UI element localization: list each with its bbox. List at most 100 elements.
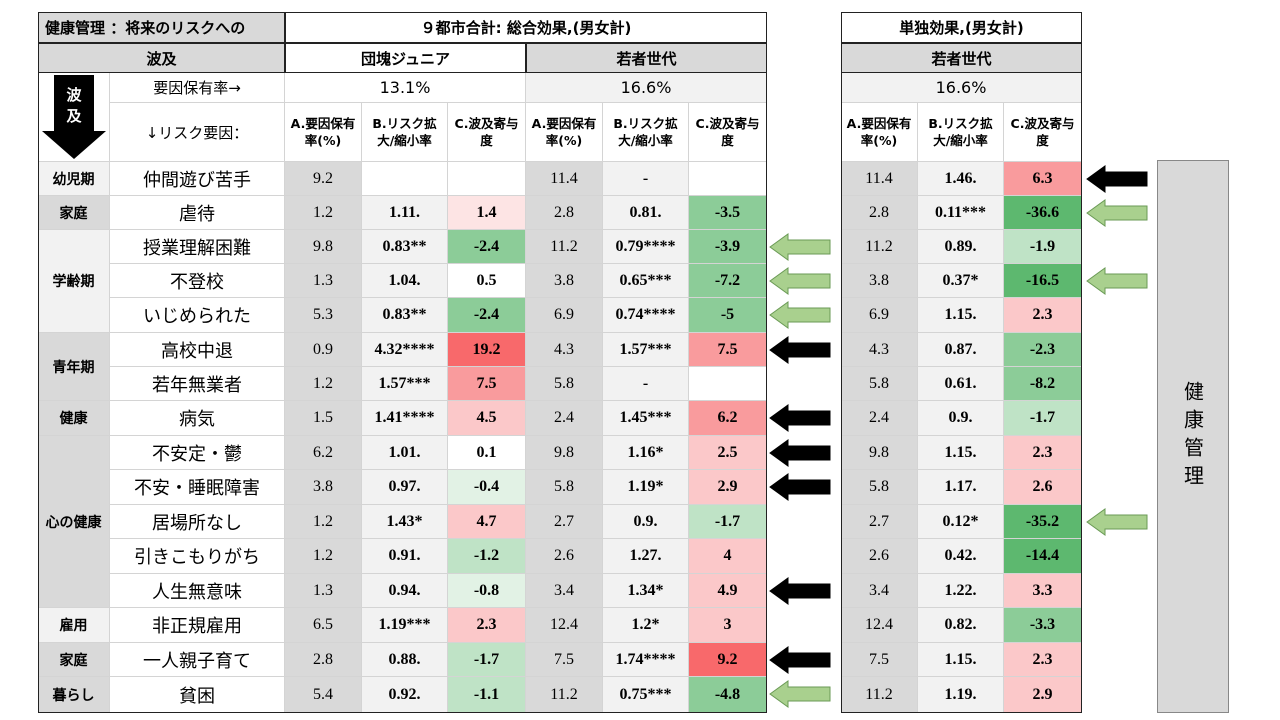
cell-y-c: -4.8 xyxy=(689,677,767,713)
table-row-factor: 高校中退 xyxy=(110,333,285,367)
cell-y-c: 2.9 xyxy=(689,470,767,505)
cell-d-b: 1.19*** xyxy=(362,608,448,643)
cell-d-c: -0.4 xyxy=(448,470,526,505)
cell-s-c: -8.2 xyxy=(1004,367,1082,401)
cell-d-c: 0.1 xyxy=(448,436,526,470)
rate-young: 16.6% xyxy=(526,73,767,103)
cell-d-b: 0.83** xyxy=(362,230,448,264)
risk-label: ↓リスク要因： xyxy=(110,103,285,162)
cell-d-a: 9.2 xyxy=(285,162,362,196)
cell-d-a: 5.3 xyxy=(285,298,362,333)
wave-text: 波及 xyxy=(64,87,83,129)
cell-y-b: - xyxy=(603,367,689,401)
cell-d-c: 19.2 xyxy=(448,333,526,367)
cell-d-a: 0.9 xyxy=(285,333,362,367)
cell-s-c: 2.3 xyxy=(1004,436,1082,470)
table-row-factor: いじめられた xyxy=(110,298,285,333)
cell-y-c: -7.2 xyxy=(689,264,767,298)
cell-s-b: 1.15. xyxy=(918,436,1004,470)
cell-y-c: -5 xyxy=(689,298,767,333)
category-6: 雇用 xyxy=(38,608,110,643)
cell-s-b: 0.11*** xyxy=(918,196,1004,230)
cell-d-a: 1.2 xyxy=(285,539,362,574)
cell-s-c: -16.5 xyxy=(1004,264,1082,298)
single-effect-header: 単独効果,(男女計) xyxy=(841,12,1082,43)
column-header-s-col_c: C.波及寄与度 xyxy=(1004,103,1082,162)
table-row-factor: 病気 xyxy=(110,401,285,436)
cell-y-a: 2.6 xyxy=(526,539,603,574)
title-line1: 健康管理 ：将来のリスクへの xyxy=(38,12,285,43)
cell-d-c: -1.7 xyxy=(448,643,526,677)
column-header-s-col_b: B.リスク拡大/縮小率 xyxy=(918,103,1004,162)
cell-d-c xyxy=(448,162,526,196)
cell-y-b: 0.79**** xyxy=(603,230,689,264)
table-row-factor: 若年無業者 xyxy=(110,367,285,401)
cell-y-b: 1.2* xyxy=(603,608,689,643)
column-header-y-col_a: A.要因保有率(%) xyxy=(526,103,603,162)
cell-d-c: -1.2 xyxy=(448,539,526,574)
table-row-factor: 一人親子育て xyxy=(110,643,285,677)
table-row-factor: 人生無意味 xyxy=(110,574,285,608)
cell-y-c: 4 xyxy=(689,539,767,574)
cell-s-b: 0.12* xyxy=(918,505,1004,539)
cell-s-b: 0.61. xyxy=(918,367,1004,401)
cell-d-c: 7.5 xyxy=(448,367,526,401)
cell-y-b: 0.75*** xyxy=(603,677,689,713)
cell-s-c: 2.9 xyxy=(1004,677,1082,713)
rate-label: 要因保有率→ xyxy=(110,73,285,103)
cell-s-a: 11.2 xyxy=(841,230,918,264)
category-3: 青年期 xyxy=(38,333,110,401)
cell-y-a: 6.9 xyxy=(526,298,603,333)
cell-d-b: 0.92. xyxy=(362,677,448,713)
black-arrow-icon xyxy=(1086,165,1148,193)
cell-d-c: 1.4 xyxy=(448,196,526,230)
table-row-factor: 仲間遊び苦手 xyxy=(110,162,285,196)
cell-y-a: 4.3 xyxy=(526,333,603,367)
cell-s-a: 2.4 xyxy=(841,401,918,436)
cell-d-a: 3.8 xyxy=(285,470,362,505)
cell-s-b: 1.15. xyxy=(918,643,1004,677)
cell-s-c: 3.3 xyxy=(1004,574,1082,608)
cell-s-a: 6.9 xyxy=(841,298,918,333)
cell-s-b: 1.15. xyxy=(918,298,1004,333)
category-0: 幼児期 xyxy=(38,162,110,196)
cell-y-a: 11.2 xyxy=(526,677,603,713)
category-1: 家庭 xyxy=(38,196,110,230)
cell-y-c: 6.2 xyxy=(689,401,767,436)
green-arrow-icon xyxy=(1086,267,1148,295)
column-header-d-col_c: C.波及寄与度 xyxy=(448,103,526,162)
green-arrow-icon xyxy=(769,301,831,329)
cell-y-b: 1.74**** xyxy=(603,643,689,677)
cell-s-c: -3.3 xyxy=(1004,608,1082,643)
cell-y-c xyxy=(689,367,767,401)
cell-y-b: 1.57*** xyxy=(603,333,689,367)
cell-s-b: 0.42. xyxy=(918,539,1004,574)
green-arrow-icon xyxy=(769,680,831,708)
cell-d-b: 1.04. xyxy=(362,264,448,298)
cell-s-c: -14.4 xyxy=(1004,539,1082,574)
green-arrow-icon xyxy=(769,267,831,295)
table-row-factor: 虐待 xyxy=(110,196,285,230)
cell-d-b: 0.91. xyxy=(362,539,448,574)
cell-y-b: 1.16* xyxy=(603,436,689,470)
black-arrow-icon xyxy=(769,646,831,674)
cell-d-c: -2.4 xyxy=(448,298,526,333)
total-effect-header: ９都市合計: 総合効果,(男女計) xyxy=(285,12,767,43)
cell-s-a: 7.5 xyxy=(841,643,918,677)
cell-d-a: 1.2 xyxy=(285,367,362,401)
column-header-y-col_b: B.リスク拡大/縮小率 xyxy=(603,103,689,162)
cell-y-c: -3.5 xyxy=(689,196,767,230)
cell-s-c: 2.6 xyxy=(1004,470,1082,505)
cell-y-c xyxy=(689,162,767,196)
table-row-factor: 不安・睡眠障害 xyxy=(110,470,285,505)
cell-d-c: -0.8 xyxy=(448,574,526,608)
category-5: 心の健康 xyxy=(38,436,110,608)
cell-d-c: 2.3 xyxy=(448,608,526,643)
cell-y-a: 2.4 xyxy=(526,401,603,436)
cell-y-a: 7.5 xyxy=(526,643,603,677)
cell-y-c: -3.9 xyxy=(689,230,767,264)
column-header-y-col_c: C.波及寄与度 xyxy=(689,103,767,162)
black-arrow-icon xyxy=(769,473,831,501)
cell-s-a: 11.4 xyxy=(841,162,918,196)
cell-s-c: -36.6 xyxy=(1004,196,1082,230)
